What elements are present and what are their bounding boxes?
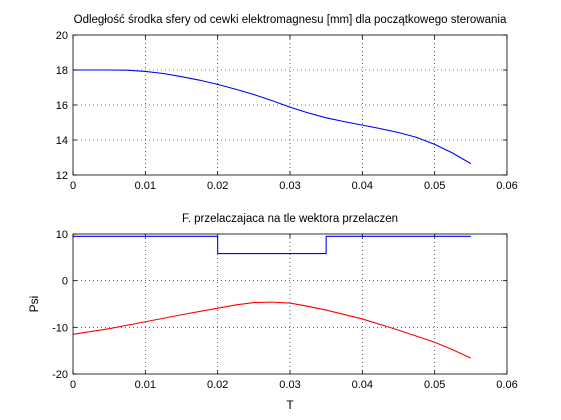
chart-top-x-tick-label: 0.01 bbox=[135, 180, 156, 192]
chart-bottom-title: F. przelaczajaca na tle wektora przelacz… bbox=[182, 213, 398, 225]
chart-bottom-y-tick-label: -10 bbox=[52, 322, 68, 334]
chart-top-y-tick-label: 16 bbox=[56, 100, 68, 112]
chart-bottom-x-tick-label: 0 bbox=[70, 379, 76, 391]
chart-top-x-tick-label: 0.03 bbox=[279, 180, 300, 192]
chart-bottom-x-tick-label: 0.05 bbox=[424, 379, 445, 391]
chart-top-x-tick-label: 0.02 bbox=[207, 180, 228, 192]
chart-bottom-xlabel: T bbox=[286, 398, 294, 412]
chart-top-y-tick-label: 14 bbox=[56, 135, 68, 147]
chart-bottom-x-tick-label: 0.02 bbox=[207, 379, 228, 391]
chart-bottom-x-tick-label: 0.01 bbox=[135, 379, 156, 391]
chart-top-y-tick-label: 20 bbox=[56, 30, 68, 42]
chart-top-y-tick-label: 12 bbox=[56, 170, 68, 182]
chart-top-x-tick-label: 0.04 bbox=[352, 180, 373, 192]
chart-top-y-tick-label: 18 bbox=[56, 65, 68, 77]
chart-bottom: F. przelaczajaca na tle wektora przelacz… bbox=[27, 213, 518, 412]
chart-bottom-y-tick-label: 0 bbox=[62, 276, 68, 288]
chart-bottom-y-tick-label: 10 bbox=[56, 229, 68, 241]
chart-top-x-tick-label: 0.06 bbox=[496, 180, 517, 192]
chart-top: Odległość środka sfery od cewki elektrom… bbox=[56, 14, 518, 192]
chart-bottom-ylabel: Psi bbox=[27, 296, 41, 313]
chart-bottom-series-line bbox=[72, 301, 472, 359]
chart-bottom-x-tick-label: 0.06 bbox=[496, 379, 517, 391]
chart-bottom-x-tick-label: 0.03 bbox=[279, 379, 300, 391]
chart-top-series-line bbox=[73, 69, 472, 165]
chart-top-x-tick-label: 0.05 bbox=[424, 180, 445, 192]
chart-bottom-series-line bbox=[73, 235, 471, 255]
chart-bottom-y-tick-label: -20 bbox=[52, 369, 68, 381]
chart-top-title: Odległość środka sfery od cewki elektrom… bbox=[74, 14, 507, 26]
chart-bottom-x-tick-label: 0.04 bbox=[352, 379, 373, 391]
chart-top-x-tick-label: 0 bbox=[70, 180, 76, 192]
